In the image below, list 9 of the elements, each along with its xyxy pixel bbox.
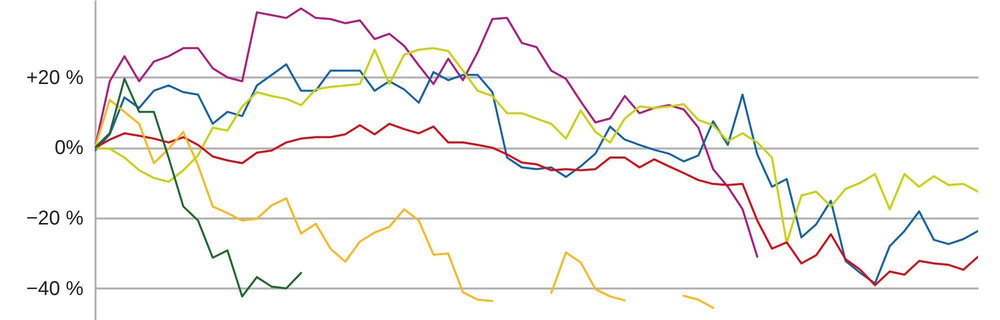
y-tick-label: +20 %	[26, 66, 84, 89]
line-series	[95, 63, 978, 284]
line-series	[95, 47, 978, 244]
line-series	[95, 78, 302, 298]
line-series	[95, 122, 978, 286]
y-tick-label: 0%	[54, 137, 84, 160]
y-tick-label: −40 %	[26, 278, 84, 300]
line-series	[95, 7, 758, 258]
y-tick-label: −20 %	[26, 208, 84, 230]
